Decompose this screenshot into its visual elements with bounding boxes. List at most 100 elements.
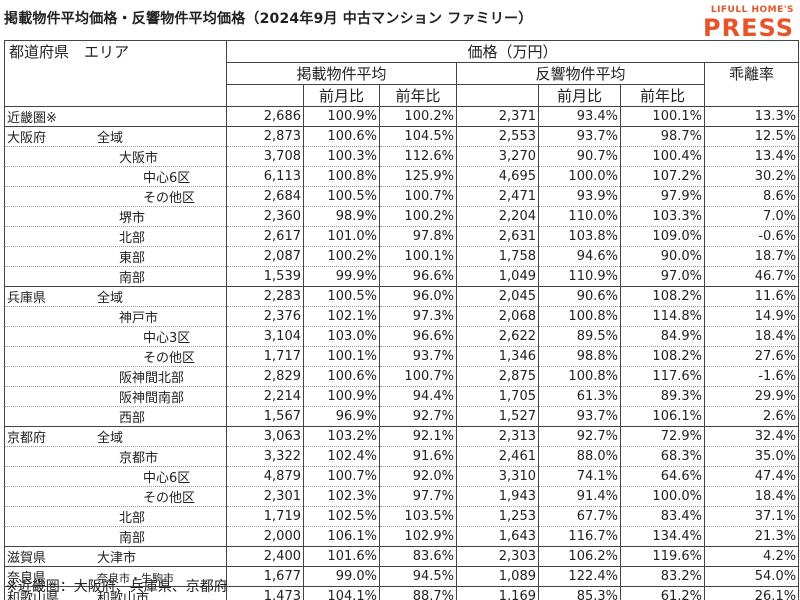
value-cell-lm: 104.1% [303,586,380,600]
value-cell-im: 89.5% [538,326,621,347]
value-cell-ly: 112.6% [379,146,457,167]
region-cell: 西部 [4,406,227,427]
table-row: 阪神間北部 2,829 100.6% 100.7% 2,875 100.8% 117.6% -… [4,366,800,387]
value-cell-im: 74.1% [538,466,621,487]
value-cell-iy: 68.3% [620,446,705,467]
region-cell: 南部 [4,266,227,287]
value-cell-ip: 2,204 [456,206,539,227]
value-cell-lm: 102.1% [303,306,380,327]
value-cell-ip: 1,253 [456,506,539,527]
value-cell-ip: 2,875 [456,366,539,387]
region-cell: 神戸市 [4,306,227,327]
value-cell-lp: 2,360 [226,206,304,227]
table-row: 北部 2,617 101.0% 97.8% 2,631 103.8% 109.0% -0.6% [4,226,800,247]
value-cell-im: 98.8% [538,346,621,367]
value-cell-im: 116.7% [538,526,621,547]
value-cell-ly: 92.7% [379,406,457,427]
value-cell-ip: 1,169 [456,586,539,600]
value-cell-ly: 92.1% [379,426,457,447]
value-cell-lm: 100.6% [303,366,380,387]
value-cell-ip: 4,695 [456,166,539,187]
value-cell-ly: 104.5% [379,126,457,147]
value-cell-ip: 2,471 [456,186,539,207]
value-cell-div: 32.4% [704,426,800,447]
value-cell-ly: 100.1% [379,246,457,267]
value-cell-lp: 2,684 [226,186,304,207]
area-label: 西部 [119,411,146,426]
value-cell-ly: 96.6% [379,326,457,347]
table-row: 滋賀県 大津市 2,400 101.6% 83.6% 2,303 106.2% 119.6% 4… [4,546,800,567]
value-cell-iy: 84.9% [620,326,705,347]
value-cell-lm: 99.9% [303,266,380,287]
value-cell-ip: 2,068 [456,306,539,327]
value-cell-lm: 98.9% [303,206,380,227]
region-cell: 近畿圏※ [4,106,227,127]
value-cell-div: 18.4% [704,326,800,347]
value-cell-im: 90.7% [538,146,621,167]
region-cell: 中心6区 [4,166,227,187]
value-cell-ip: 2,303 [456,546,539,567]
value-cell-lp: 6,113 [226,166,304,187]
value-cell-lm: 106.1% [303,526,380,547]
table-row: 和歌山県 和歌山市 1,473 104.1% 88.7% 1,169 85.3% 61.2% 2… [4,586,800,600]
logo-main-text: PRESS [703,14,794,42]
value-cell-ly: 96.6% [379,266,457,287]
value-cell-ip: 2,631 [456,226,539,247]
area-label: 堺市 [119,211,146,226]
header-listed-yoy: 前年比 [379,84,457,107]
area-label: 京都市 [119,451,159,466]
value-cell-ly: 102.9% [379,526,457,547]
table-row: 兵庫県 全域 2,283 100.5% 96.0% 2,045 90.6% 108.2% 11.… [4,286,800,307]
value-cell-div: 13.3% [704,106,800,127]
region-cell: 南部 [4,526,227,547]
value-cell-div: -0.6% [704,226,800,247]
value-cell-lp: 2,301 [226,486,304,507]
value-cell-div: 14.9% [704,306,800,327]
value-cell-lm: 103.2% [303,426,380,447]
value-cell-div: 30.2% [704,166,800,187]
area-label: その他区 [143,351,196,366]
value-cell-lp: 2,873 [226,126,304,147]
value-cell-ly: 83.6% [379,546,457,567]
header-inquiry-mom: 前月比 [538,84,621,107]
value-cell-div: 2.6% [704,406,800,427]
header-pref-area: 都道府県 エリア [4,40,227,107]
value-cell-lp: 3,708 [226,146,304,167]
table-row: その他区 2,301 102.3% 97.7% 1,943 91.4% 100.0% 18.4… [4,486,800,507]
region-cell: 中心3区 [4,326,227,347]
value-cell-iy: 89.3% [620,386,705,407]
value-cell-lm: 99.0% [303,566,380,587]
value-cell-ly: 125.9% [379,166,457,187]
value-cell-lp: 4,879 [226,466,304,487]
table-row: 西部 1,567 96.9% 92.7% 1,527 93.7% 106.1% 2.6% [4,406,800,427]
value-cell-iy: 100.1% [620,106,705,127]
table-row: 大阪府 全域 2,873 100.6% 104.5% 2,553 93.7% 98.7% 12.… [4,126,800,147]
area-label: 阪神間北部 [119,371,185,386]
table-row: その他区 1,717 100.1% 93.7% 1,346 98.8% 108.2% 27.6… [4,346,800,367]
value-cell-lp: 1,717 [226,346,304,367]
prefecture-label: 滋賀県 [7,551,47,566]
value-cell-lp: 3,104 [226,326,304,347]
value-cell-lm: 96.9% [303,406,380,427]
value-cell-iy: 117.6% [620,366,705,387]
value-cell-ly: 91.6% [379,446,457,467]
value-cell-ly: 88.7% [379,586,457,600]
value-cell-lm: 100.2% [303,246,380,267]
table-row: 北部 1,719 102.5% 103.5% 1,253 67.7% 83.4% 37.1% [4,506,800,527]
area-label: 全域 [97,431,124,446]
value-cell-lp: 1,719 [226,506,304,527]
region-cell: 京都市 [4,446,227,467]
area-label: 奈良市・生駒市 [97,572,174,585]
value-cell-im: 100.8% [538,366,621,387]
page-title: 掲載物件平均価格・反響物件平均価格（2024年9月 中古マンション ファミリー） [4,11,533,27]
header-price: 価格（万円） [225,40,800,63]
area-label: 東部 [119,251,146,266]
value-cell-div: 7.0% [704,206,800,227]
region-cell: 阪神間南部 [4,386,227,407]
value-cell-lp: 2,214 [226,386,304,407]
value-cell-ly: 93.7% [379,346,457,367]
area-label: 全域 [97,291,124,306]
table-body: 近畿圏※ 2,686 100.9% 100.2% 2,371 93.4% 100.1% 13.… [4,106,800,600]
value-cell-div: 11.6% [704,286,800,307]
value-cell-ip: 1,346 [456,346,539,367]
